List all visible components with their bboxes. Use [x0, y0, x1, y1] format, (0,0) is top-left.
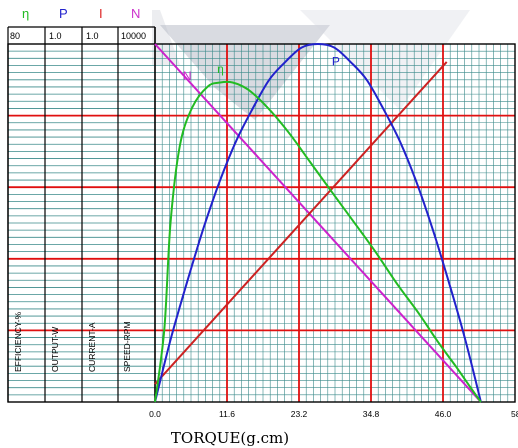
- background-decoration: [152, 10, 470, 120]
- legend-header: η P I N: [22, 6, 140, 21]
- series-line-output: [154, 42, 482, 403]
- efficiency-axis-label: EFFICIENCY-%: [13, 311, 23, 372]
- plot-grid: [8, 44, 515, 402]
- current-axis-label: CURRENT-A: [87, 322, 97, 372]
- output-axis-label: OUTPUT-W: [50, 327, 60, 372]
- curve-label-efficiency: η: [217, 62, 224, 76]
- output-axis-max: 1.0: [49, 31, 62, 41]
- x-tick-label: 58.0: [511, 409, 518, 419]
- legend-efficiency-symbol: η: [22, 6, 29, 21]
- axis-max-values: 80 1.0 1.0 10000: [10, 31, 146, 41]
- x-tick-label: 0.0: [149, 409, 161, 419]
- speed-axis-max: 10000: [121, 31, 146, 41]
- current-axis-max: 1.0: [86, 31, 99, 41]
- efficiency-axis-max: 80: [10, 31, 20, 41]
- chart-frame: [7, 26, 516, 403]
- legend-current-symbol: I: [99, 6, 103, 21]
- series-line-efficiency: [154, 80, 482, 403]
- legend-output-symbol: P: [59, 6, 68, 21]
- series-line-speed: [154, 43, 482, 403]
- x-tick-label: 46.0: [435, 409, 452, 419]
- vertical-axis-labels: EFFICIENCY-% OUTPUT-W CURRENT-A SPEED-RP…: [13, 311, 132, 372]
- x-tick-label: 23.2: [291, 409, 308, 419]
- x-tick-label: 34.8: [363, 409, 380, 419]
- legend-speed-symbol: N: [131, 6, 140, 21]
- curve-labels: N Pη: [183, 54, 340, 82]
- x-axis-label: TORQUE(g.cm): [171, 429, 289, 447]
- speed-axis-label: SPEED-RPM: [122, 321, 132, 372]
- curve-label-output: P: [332, 54, 340, 68]
- x-tick-labels: 0.0 11.6 23.2 34.8 46.0 58.0: [149, 409, 518, 419]
- x-tick-label: 11.6: [219, 409, 235, 419]
- series-line-current: [154, 61, 448, 385]
- curve-label-speed: N: [183, 69, 192, 83]
- series-layer: [154, 42, 482, 403]
